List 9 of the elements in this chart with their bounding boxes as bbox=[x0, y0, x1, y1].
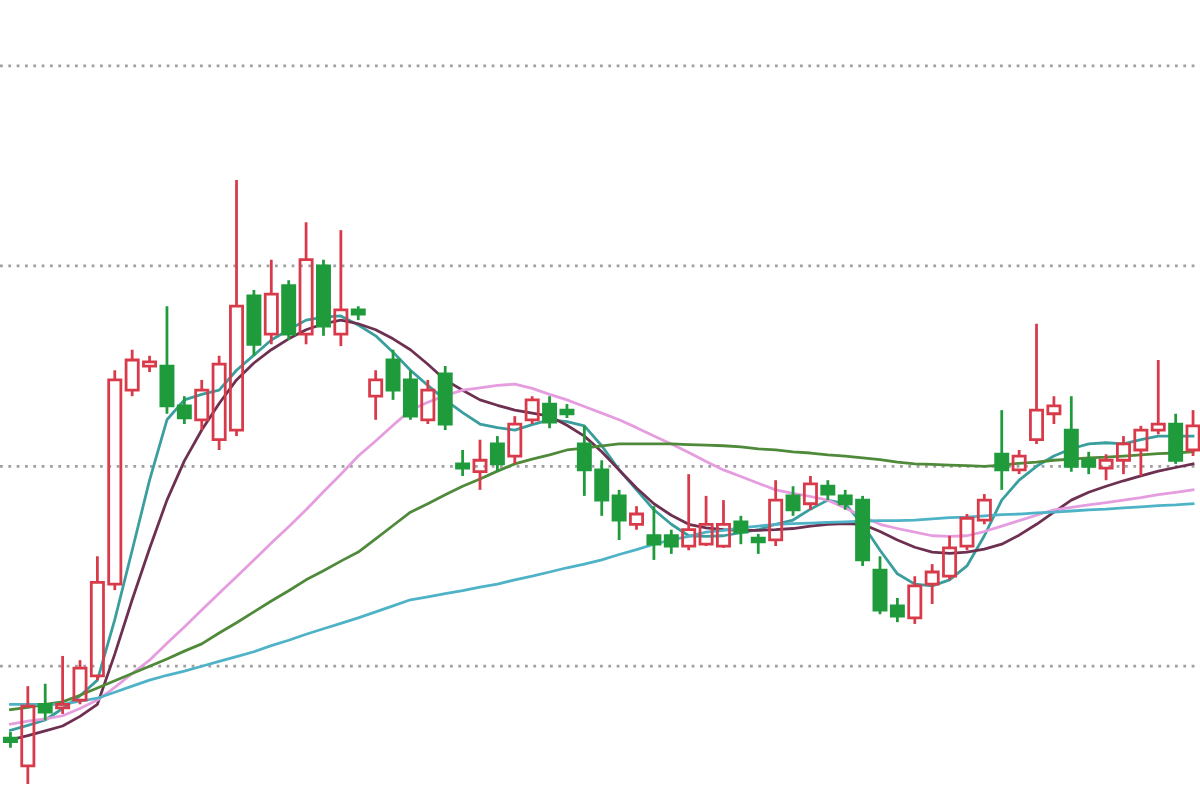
candlestick bbox=[489, 434, 505, 474]
candlestick bbox=[333, 228, 349, 348]
candlestick bbox=[507, 414, 523, 466]
candlestick bbox=[472, 438, 488, 492]
candlestick bbox=[455, 448, 471, 478]
candlestick bbox=[368, 368, 384, 422]
candlestick bbox=[20, 684, 36, 786]
candlestick bbox=[994, 408, 1010, 492]
candlestick bbox=[263, 258, 279, 346]
